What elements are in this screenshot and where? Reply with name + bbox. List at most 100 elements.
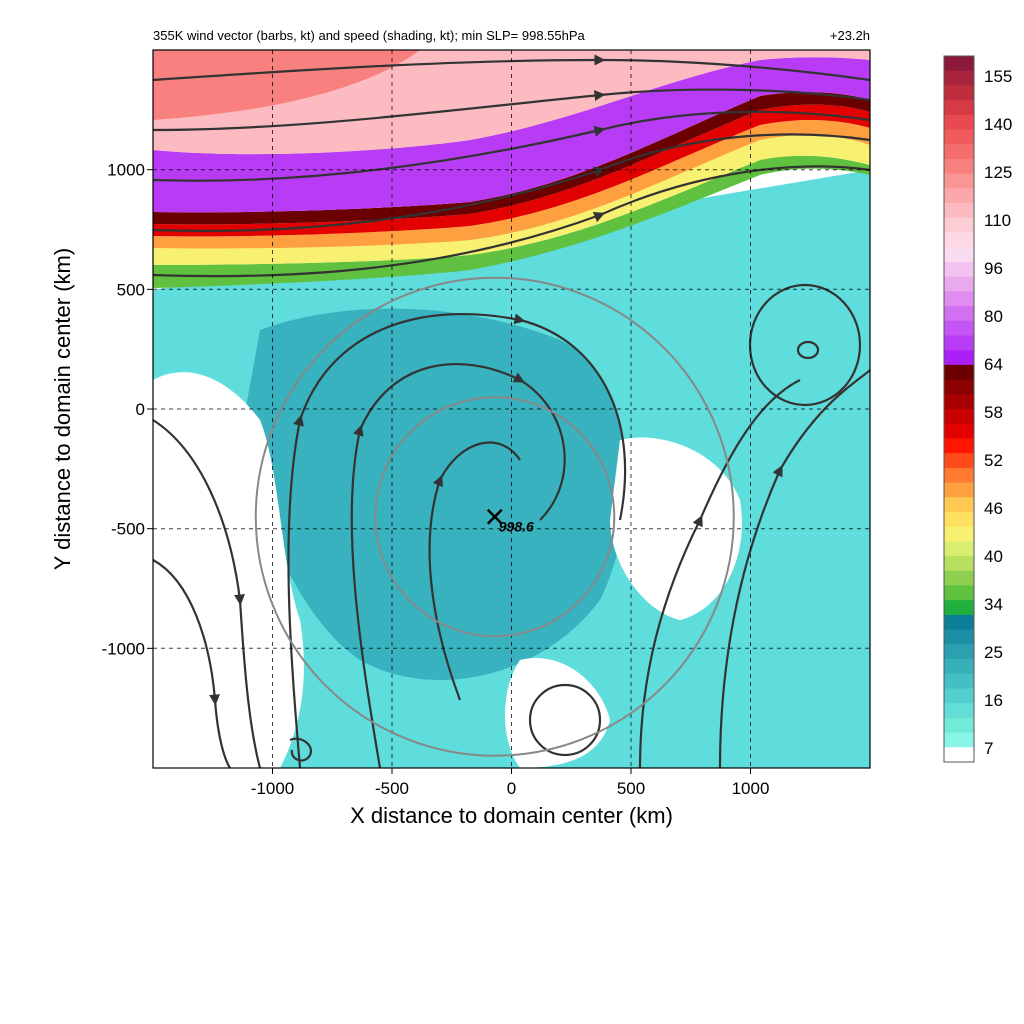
colorbar-swatch: [944, 717, 974, 734]
eddy-contour: [289, 737, 313, 762]
colorbar-frame: [943, 55, 975, 763]
colorbar-swatch: [944, 188, 974, 204]
colorbar-swatch: [944, 747, 974, 763]
colorbar-swatch: [944, 379, 974, 395]
streamline: [153, 133, 870, 232]
anticyclone-contour: [796, 340, 820, 360]
colorbar-swatch: [944, 335, 974, 351]
colorbar-swatch: [944, 364, 974, 381]
colorbar-swatch: [944, 232, 974, 248]
storm-center-cross-icon: [486, 508, 503, 525]
colorbar-swatch: [944, 129, 974, 145]
x-tick-label: 1000: [732, 779, 770, 798]
colorbar-swatch: [944, 423, 974, 439]
y-tick-label: -1000: [102, 639, 145, 658]
colorbar-tick-label: 25: [984, 643, 1003, 662]
colorbar-swatch: [944, 247, 974, 263]
colorbar-swatch: [944, 438, 974, 454]
streamline: [718, 369, 870, 768]
colorbar-swatch: [944, 85, 974, 101]
colorbar-swatch: [944, 644, 974, 660]
colorbar-swatch: [944, 394, 974, 410]
streamline: [153, 559, 231, 768]
colorbar-tick-label: 140: [984, 115, 1012, 134]
streamline: [153, 88, 870, 132]
colorbar-tick-label: 40: [984, 547, 1003, 566]
colorbar-tick-label: 7: [984, 739, 993, 758]
colorbar: 155 140 125 110 96 80 64 58 52 46 40 34 25 16 7: [943, 55, 1012, 763]
colorbar-swatch: [944, 688, 974, 704]
shading-green: [153, 155, 870, 288]
colorbar-swatch: [944, 732, 974, 748]
colorbar-tick-label: 96: [984, 259, 1003, 278]
x-axis-label: X distance to domain center (km): [350, 803, 673, 828]
streamline: [350, 362, 566, 768]
shading-white-bottom: [505, 658, 610, 768]
colorbar-swatch: [944, 570, 974, 586]
colorbar-tick-label: 155: [984, 67, 1012, 86]
colorbar-swatch: [944, 467, 974, 484]
colorbar-swatch: [944, 217, 974, 233]
streamline: [153, 165, 870, 278]
colorbar-swatch: [944, 173, 974, 189]
distance-ring: [254, 276, 735, 757]
colorbar-tick-label: 58: [984, 403, 1003, 422]
distance-ring: [374, 396, 616, 638]
y-tick-label: 1000: [107, 161, 145, 180]
streamline: [428, 441, 521, 701]
streamlines: [153, 54, 870, 768]
colorbar-swatch: [944, 306, 974, 322]
time-label: +23.2h: [830, 28, 870, 43]
colorbar-swatch: [944, 70, 974, 86]
x-tick-label: -500: [375, 779, 409, 798]
colorbar-swatch: [944, 100, 974, 116]
distance-rings: [254, 276, 735, 757]
colorbar-tick-label: 16: [984, 691, 1003, 710]
x-tick-label: -1000: [251, 779, 294, 798]
colorbar-swatch: [944, 409, 974, 425]
colorbar-tick-label: 46: [984, 499, 1003, 518]
shading-orange: [153, 119, 870, 249]
colorbar-tick-label: 34: [984, 595, 1003, 614]
streamline: [153, 54, 870, 82]
colorbar-swatch: [944, 703, 974, 719]
streamline: [287, 313, 627, 768]
colorbar-swatch: [944, 629, 974, 645]
x-tick-label: 0: [507, 779, 516, 798]
shading-yellow: [153, 135, 870, 265]
x-axis-ticks: -1000 -500 0 500 1000: [251, 768, 770, 798]
colorbar-tick-label: 110: [984, 211, 1011, 230]
y-tick-label: 500: [117, 280, 145, 299]
colorbar-tick-label: 52: [984, 451, 1003, 470]
plot-area: 998.6: [153, 50, 870, 768]
colorbar-swatch: [944, 600, 974, 616]
streamline: [153, 110, 870, 182]
cyclone-contour: [528, 683, 602, 757]
colorbar-swatch: [944, 203, 974, 219]
min-slp-marker: 998.6: [486, 508, 534, 535]
colorbar-swatch: [944, 56, 974, 72]
streamline: [153, 419, 262, 768]
colorbar-swatch: [944, 320, 974, 336]
x-tick-label: 500: [617, 779, 645, 798]
y-axis-ticks: 1000 500 0 -500 -1000: [102, 161, 153, 658]
y-axis-label: Y distance to domain center (km): [50, 248, 75, 570]
colorbar-tick-label: 64: [984, 355, 1003, 374]
colorbar-swatch: [944, 541, 974, 557]
streamline: [638, 379, 801, 768]
colorbar-swatch: [944, 276, 974, 292]
colorbar-swatch: [944, 556, 974, 572]
colorbar-swatch: [944, 350, 974, 366]
colorbar-swatch: [944, 144, 974, 160]
colorbar-tick-label: 125: [984, 163, 1012, 182]
colorbar-swatch: [944, 291, 974, 307]
anticyclone-contour: [748, 283, 862, 407]
colorbar-swatch: [944, 158, 974, 175]
colorbar-swatch: [944, 482, 974, 498]
colorbar-swatch: [944, 659, 974, 675]
colorbar-swatch: [944, 497, 974, 513]
colorbar-swatch: [944, 614, 974, 631]
chart-title: 355K wind vector (barbs, kt) and speed (…: [153, 28, 586, 43]
y-tick-label: -500: [111, 520, 145, 539]
